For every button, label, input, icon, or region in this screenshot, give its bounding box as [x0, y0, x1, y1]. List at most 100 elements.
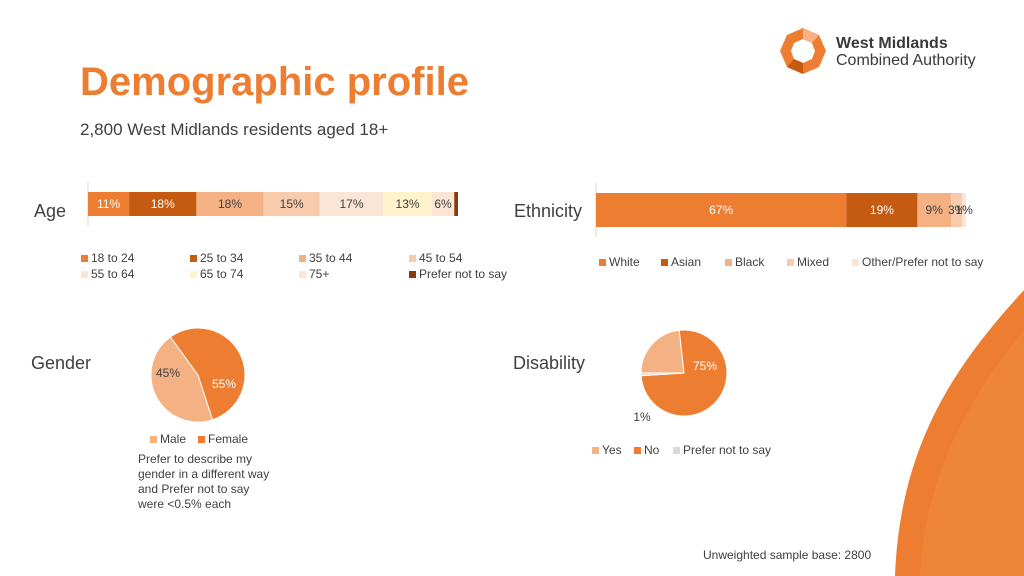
legend-label: Prefer not to say [683, 443, 772, 457]
legend-item: Prefer not to say [409, 267, 507, 281]
legend-swatch [198, 435, 205, 443]
disability-label: Disability [513, 353, 586, 373]
ethnicity-value-label: 9% [926, 203, 944, 217]
age-value-label: 13% [396, 197, 420, 211]
legend-item: Black [725, 255, 764, 269]
legend-swatch [190, 254, 197, 262]
gender-pie-slice [169, 327, 246, 421]
gender-note: Prefer to describe my gender in a differ… [138, 452, 270, 511]
legend-label: 25 to 34 [200, 251, 244, 265]
legend-swatch [190, 270, 197, 278]
age-bar-segment [431, 192, 455, 216]
page-title: Demographic profile [80, 60, 469, 104]
legend-swatch [409, 254, 416, 262]
legend-swatch [409, 270, 416, 278]
age-value-label: 17% [339, 197, 363, 211]
legend-item: No [634, 443, 659, 457]
legend-label: Black [735, 255, 765, 269]
legend-label: 35 to 44 [309, 251, 353, 265]
legend-swatch [299, 254, 306, 262]
legend-swatch [150, 435, 157, 443]
ethnicity-value-label: 1% [955, 203, 973, 217]
gender-pie-label: 55% [212, 377, 236, 391]
legend-item: 75+ [299, 267, 329, 281]
legend-swatch [81, 270, 88, 278]
ethnicity-value-label: 67% [709, 203, 733, 217]
legend-label: 45 to 54 [419, 251, 463, 265]
legend-swatch [852, 258, 859, 266]
ethnicity-bar-segment [951, 193, 963, 227]
logo-mark-icon [780, 28, 826, 74]
ethnicity-bar-segment [917, 193, 952, 227]
ethnicity-value-label: 3% [948, 203, 966, 217]
age-bar-segment [319, 192, 384, 216]
legend-item: Female [198, 432, 248, 446]
disability-pie-label: 1% [633, 410, 651, 424]
legend-label: Female [208, 432, 249, 446]
logo-line1: West Midlands [836, 35, 948, 52]
wmca-logo: West Midlands Combined Authority [778, 26, 1008, 78]
legend-label: Prefer not to say [419, 267, 508, 281]
age-value-label: 6% [434, 197, 452, 211]
legend-label: 75+ [309, 267, 330, 281]
legend-label: Mixed [797, 255, 830, 269]
age-value-label: 11% [97, 197, 120, 211]
legend-label: 18 to 24 [91, 251, 135, 265]
legend-item: Prefer not to say [673, 443, 771, 457]
legend-item: Yes [592, 443, 622, 457]
ethnicity-label: Ethnicity [514, 201, 583, 221]
gender-label: Gender [31, 353, 92, 373]
legend-label: Male [160, 432, 187, 446]
legend-item: Other/Prefer not to say [852, 255, 983, 269]
legend-item: 35 to 44 [299, 251, 352, 265]
legend-item: 55 to 64 [81, 267, 134, 281]
legend-item: 18 to 24 [81, 251, 134, 265]
legend-label: Yes [602, 443, 622, 457]
age-value-label: 15% [280, 197, 304, 211]
legend-label: Other/Prefer not to say [862, 255, 984, 269]
gender-pie-label: 45% [156, 366, 180, 380]
disability-pie-label: 75% [693, 359, 717, 373]
legend-swatch [81, 254, 88, 262]
page-subtitle: 2,800 West Midlands residents aged 18+ [80, 120, 389, 139]
ethnicity-bar-segment [846, 193, 918, 227]
legend-swatch [725, 258, 732, 266]
legend-label: 55 to 64 [91, 267, 135, 281]
legend-item: 45 to 54 [409, 251, 462, 265]
disability-pie-slice [640, 372, 685, 377]
age-bar-segment [129, 192, 197, 216]
age-value-label: 18% [151, 197, 175, 211]
ethnicity-bar-segment [962, 193, 966, 227]
legend-swatch [673, 446, 680, 454]
age-bar-segment [88, 192, 130, 216]
legend-item: White [599, 255, 640, 269]
legend-label: No [644, 443, 660, 457]
legend-item: 65 to 74 [190, 267, 243, 281]
legend-swatch [299, 270, 306, 278]
logo-line2: Combined Authority [836, 52, 976, 69]
legend-swatch [787, 258, 794, 266]
age-label: Age [34, 201, 67, 221]
ethnicity-bar-segment [596, 193, 847, 227]
legend-label: White [609, 255, 640, 269]
legend-item: 25 to 34 [190, 251, 243, 265]
disability-pie-slice [640, 329, 685, 374]
ethnicity-value-label: 19% [870, 203, 894, 217]
age-value-label: 18% [218, 197, 242, 211]
age-bar-segment [383, 192, 432, 216]
legend-item: Mixed [787, 255, 829, 269]
gender-pie-slice [150, 336, 214, 423]
legend-item: Asian [661, 255, 701, 269]
legend-label: 65 to 74 [200, 267, 244, 281]
legend-swatch [592, 446, 599, 454]
sample-base-note: Unweighted sample base: 2800 [703, 548, 872, 562]
legend-swatch [599, 258, 606, 266]
age-bar-segment [263, 192, 320, 216]
legend-label: Asian [671, 255, 702, 269]
legend-swatch [661, 258, 668, 266]
legend-item: Male [150, 432, 186, 446]
age-bar-segment [196, 192, 264, 216]
age-bar-segment [454, 192, 458, 216]
